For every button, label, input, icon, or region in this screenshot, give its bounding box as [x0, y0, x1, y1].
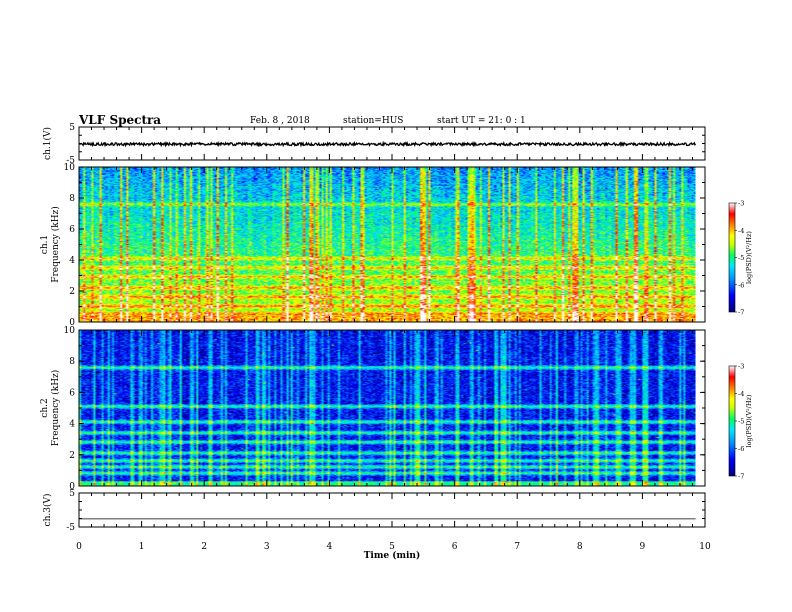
y-tick-label: 10 [64, 163, 76, 173]
colorbar-tick-label: -7 [738, 473, 744, 481]
x-tick-label: 4 [327, 542, 333, 552]
x-tick-label: 1 [139, 542, 145, 552]
colorbar-tick-label: -4 [738, 390, 744, 398]
x-tick-label: 7 [514, 542, 520, 552]
y-axis-label: ch.3(V) [42, 494, 53, 527]
y-axis-label-channel: ch.1 [40, 235, 50, 254]
figure-title: VLF Spectra [79, 113, 162, 127]
colorbar-tick-label: -7 [738, 309, 744, 317]
y-tick-label: 6 [69, 388, 75, 398]
y-tick-label: 4 [69, 256, 75, 266]
colorbar-1 [728, 202, 736, 313]
x-tick-label: 0 [76, 542, 82, 552]
y-tick-label: 8 [69, 357, 75, 367]
colorbar-tick-label: -5 [738, 418, 744, 426]
date-label: Feb. 8 , 2018 [250, 116, 310, 126]
x-tick-label: 10 [699, 542, 711, 552]
ch2-spectrogram-image-blank [695, 330, 705, 486]
colorbar-2 [728, 365, 736, 477]
colorbar-tick-label: -3 [738, 363, 744, 371]
y-axis-label-channel: ch.2 [40, 398, 50, 417]
colorbar-tick-label: -4 [738, 227, 744, 235]
ch1-waveform-line [78, 140, 697, 148]
y-tick-label: 2 [69, 451, 75, 461]
y-tick-label: 0 [69, 482, 75, 492]
x-tick-label: 9 [640, 542, 646, 552]
x-tick-label: 2 [201, 542, 207, 552]
station-label: station=HUS [343, 116, 404, 126]
colorbar-tick-label: -3 [738, 200, 744, 208]
x-axis-label: Time (min) [364, 550, 421, 561]
colorbar-tick-label: -5 [738, 254, 744, 262]
y-tick-label: 6 [69, 225, 75, 235]
colorbar-tick-label: -6 [738, 281, 744, 289]
ch1-spectrogram-image [79, 167, 696, 322]
x-tick-label: 6 [452, 542, 458, 552]
y-tick-label: 4 [69, 420, 75, 430]
spectrogram-images [79, 167, 705, 486]
colorbar-tick-label: -6 [738, 445, 744, 453]
ch2-spectrogram-image [79, 330, 696, 486]
x-tick-label: 3 [264, 542, 270, 552]
y-tick-label: 5 [69, 489, 75, 499]
y-tick-label: -5 [66, 523, 75, 533]
y-tick-label: 8 [69, 194, 75, 204]
colorbar-label: log(PSD)(V²/Hz) [745, 231, 753, 284]
x-tick-label: 5 [389, 542, 395, 552]
start-time-label: start UT = 21: 0 : 1 [437, 116, 526, 126]
x-tick-label: 8 [577, 542, 583, 552]
y-axis-label: ch.1(V) [42, 127, 53, 160]
y-tick-label: 0 [69, 318, 75, 328]
y-axis-label-frequency: Frequency (kHz) [50, 206, 61, 283]
y-tick-label: -5 [66, 156, 75, 166]
y-axis-label-frequency: Frequency (kHz) [50, 370, 61, 447]
y-tick-label: 5 [69, 123, 75, 133]
y-tick-label: 10 [64, 326, 76, 336]
ch1-spectrogram-image-blank [695, 167, 705, 322]
y-tick-label: 2 [69, 287, 75, 297]
colorbar-label: log(PSD)(V²/Hz) [745, 394, 753, 447]
